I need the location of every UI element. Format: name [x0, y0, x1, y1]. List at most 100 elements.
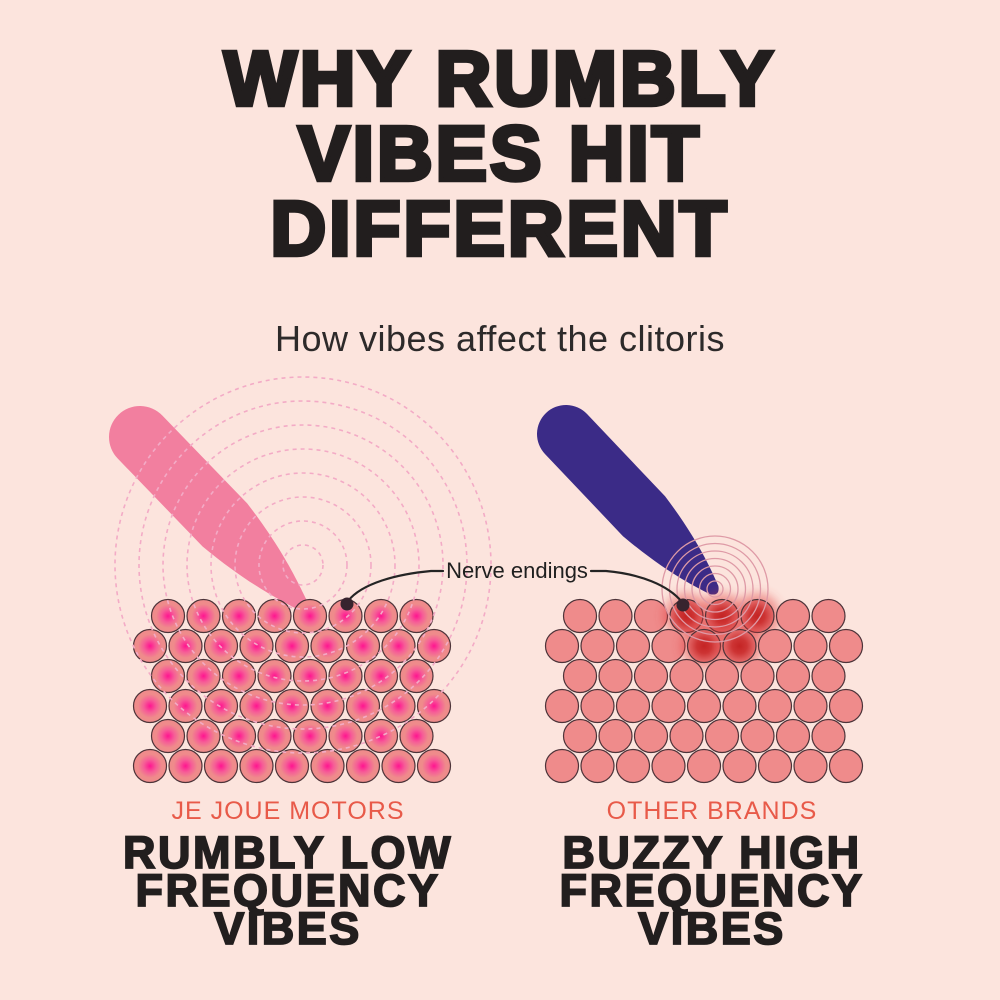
nerve-ending [722, 748, 757, 784]
nerve-ending-stimulated [310, 628, 345, 664]
nerve-ending-stimulated [150, 598, 186, 634]
nerve-ending-stimulated [203, 748, 239, 784]
left-connector-dot [340, 597, 354, 611]
vibration-ripple-ring [258, 520, 348, 610]
nerve-ending [811, 598, 846, 634]
nerve-ending-stimulated [150, 718, 186, 754]
nerve-ending [686, 688, 722, 724]
nerve-ending-stimulated [363, 718, 399, 754]
nerve-ending-stimulated [257, 598, 292, 634]
nerve-ending [793, 688, 828, 724]
nerve-ending [740, 658, 775, 694]
nerve-ending [615, 688, 651, 724]
nerve-ending [775, 658, 811, 694]
nerve-ending-stimulated [168, 748, 203, 784]
nerve-ending-stimulated [221, 718, 257, 754]
nerve-ending [615, 748, 651, 784]
nerve-ending-stimulated [257, 658, 292, 694]
nerve-ending-stimulated [310, 688, 345, 724]
nerve-ending-stimulated [345, 628, 381, 664]
nerve-ending [828, 628, 864, 664]
nerve-ending-stimulated [722, 628, 757, 664]
nerve-ending-stimulated [132, 748, 168, 784]
nerve-ending-stimulated [328, 718, 363, 754]
left-diagram [109, 376, 492, 784]
nerve-ending-stimulated [292, 658, 328, 694]
nerve-ending-stimulated [381, 748, 416, 784]
nerve-ending-stimulated [363, 658, 399, 694]
nerve-ending-stimulated [399, 718, 434, 754]
vibration-ripple-ring [162, 424, 444, 706]
nerve-ending-stimulated [345, 688, 381, 724]
left-connector-line [346, 569, 445, 603]
left-caption: JE JOUE MOTORS RUMBLY LOW FREQUENCY VIBE… [122, 797, 453, 954]
nerve-ending [580, 628, 615, 664]
left-vibrator-layer [109, 406, 307, 610]
nerve-ending [704, 658, 740, 694]
nerve-ending-stimulated [310, 748, 345, 784]
nerve-ending [562, 658, 598, 694]
nerve-ending-stimulated [416, 628, 452, 664]
nerve-ending [775, 718, 811, 754]
vibration-ripple-ring [282, 544, 324, 586]
nerve-ending-stimulated [239, 748, 274, 784]
nerve-ending [580, 748, 615, 784]
left-brand-label: JE JOUE MOTORS [171, 797, 405, 825]
left-heading: RUMBLY LOW FREQUENCY VIBES [122, 829, 453, 954]
nerve-ending-stimulated [132, 688, 168, 724]
vibration-ripple-ring [138, 400, 468, 730]
nerve-ending [633, 598, 669, 634]
nerve-ending-stimulated [239, 688, 274, 724]
left-nerve-grid [132, 598, 452, 784]
nerve-ending-stimulated [186, 598, 221, 634]
page-title: WHY RUMBLY VIBES HIT DIFFERENT [0, 36, 1000, 272]
nerve-ending [598, 718, 633, 754]
right-connector-line [589, 569, 684, 604]
nerve-ending [580, 688, 615, 724]
nerve-ending [686, 748, 722, 784]
nerve-ending [811, 718, 846, 754]
vibration-ripple-ring [698, 572, 732, 606]
left-vibrator [109, 406, 307, 610]
nerve-ending-stimulated [363, 598, 399, 634]
nerve-ending [633, 718, 669, 754]
right-brand-label: OTHER BRANDS [606, 797, 818, 825]
left-ripples [114, 376, 492, 754]
nerve-ending [704, 718, 740, 754]
nerve-ending-stimulated [186, 718, 221, 754]
right-heading-line-2: FREQUENCY [559, 865, 865, 916]
nerve-ending-stimulated [381, 688, 416, 724]
left-heading-line-2: FREQUENCY [135, 865, 441, 916]
title-line-2: VIBES HIT [296, 111, 702, 197]
nerve-ending [615, 628, 651, 664]
vibration-ripple-ring [114, 376, 492, 754]
nerve-ending [651, 688, 686, 724]
nerve-ending-stimulated [150, 658, 186, 694]
nerve-ending-stimulated [416, 748, 452, 784]
nerve-ending [651, 748, 686, 784]
nerve-ending-stimulated [399, 598, 434, 634]
nerve-ending-stimulated [186, 658, 221, 694]
right-vibrator-layer [537, 405, 719, 595]
nerve-ending-stimulated [416, 688, 452, 724]
title-line-1: WHY RUMBLY [222, 36, 776, 122]
nerve-ending [740, 718, 775, 754]
subtitle: How vibes affect the clitoris [274, 318, 725, 359]
nerve-ending [757, 748, 793, 784]
title-line-3: DIFFERENT [268, 186, 730, 272]
nerve-ending [633, 658, 669, 694]
right-vibrator [537, 405, 719, 595]
nerve-ending [828, 748, 864, 784]
vibration-ripple-ring [706, 580, 724, 598]
nerve-ending-stimulated [274, 688, 310, 724]
nerve-ending-stimulated [328, 658, 363, 694]
nerve-ending-stimulated [292, 718, 328, 754]
nerve-ending-stimulated [221, 598, 257, 634]
vibration-ripple-ring [668, 542, 762, 636]
nerve-ending-stimulated [274, 628, 310, 664]
left-heading-line-3: VIBES [213, 903, 362, 954]
right-connector-dot [676, 598, 690, 612]
right-diagram [537, 405, 864, 784]
nerve-ending [544, 748, 580, 784]
right-ripples [661, 535, 769, 643]
